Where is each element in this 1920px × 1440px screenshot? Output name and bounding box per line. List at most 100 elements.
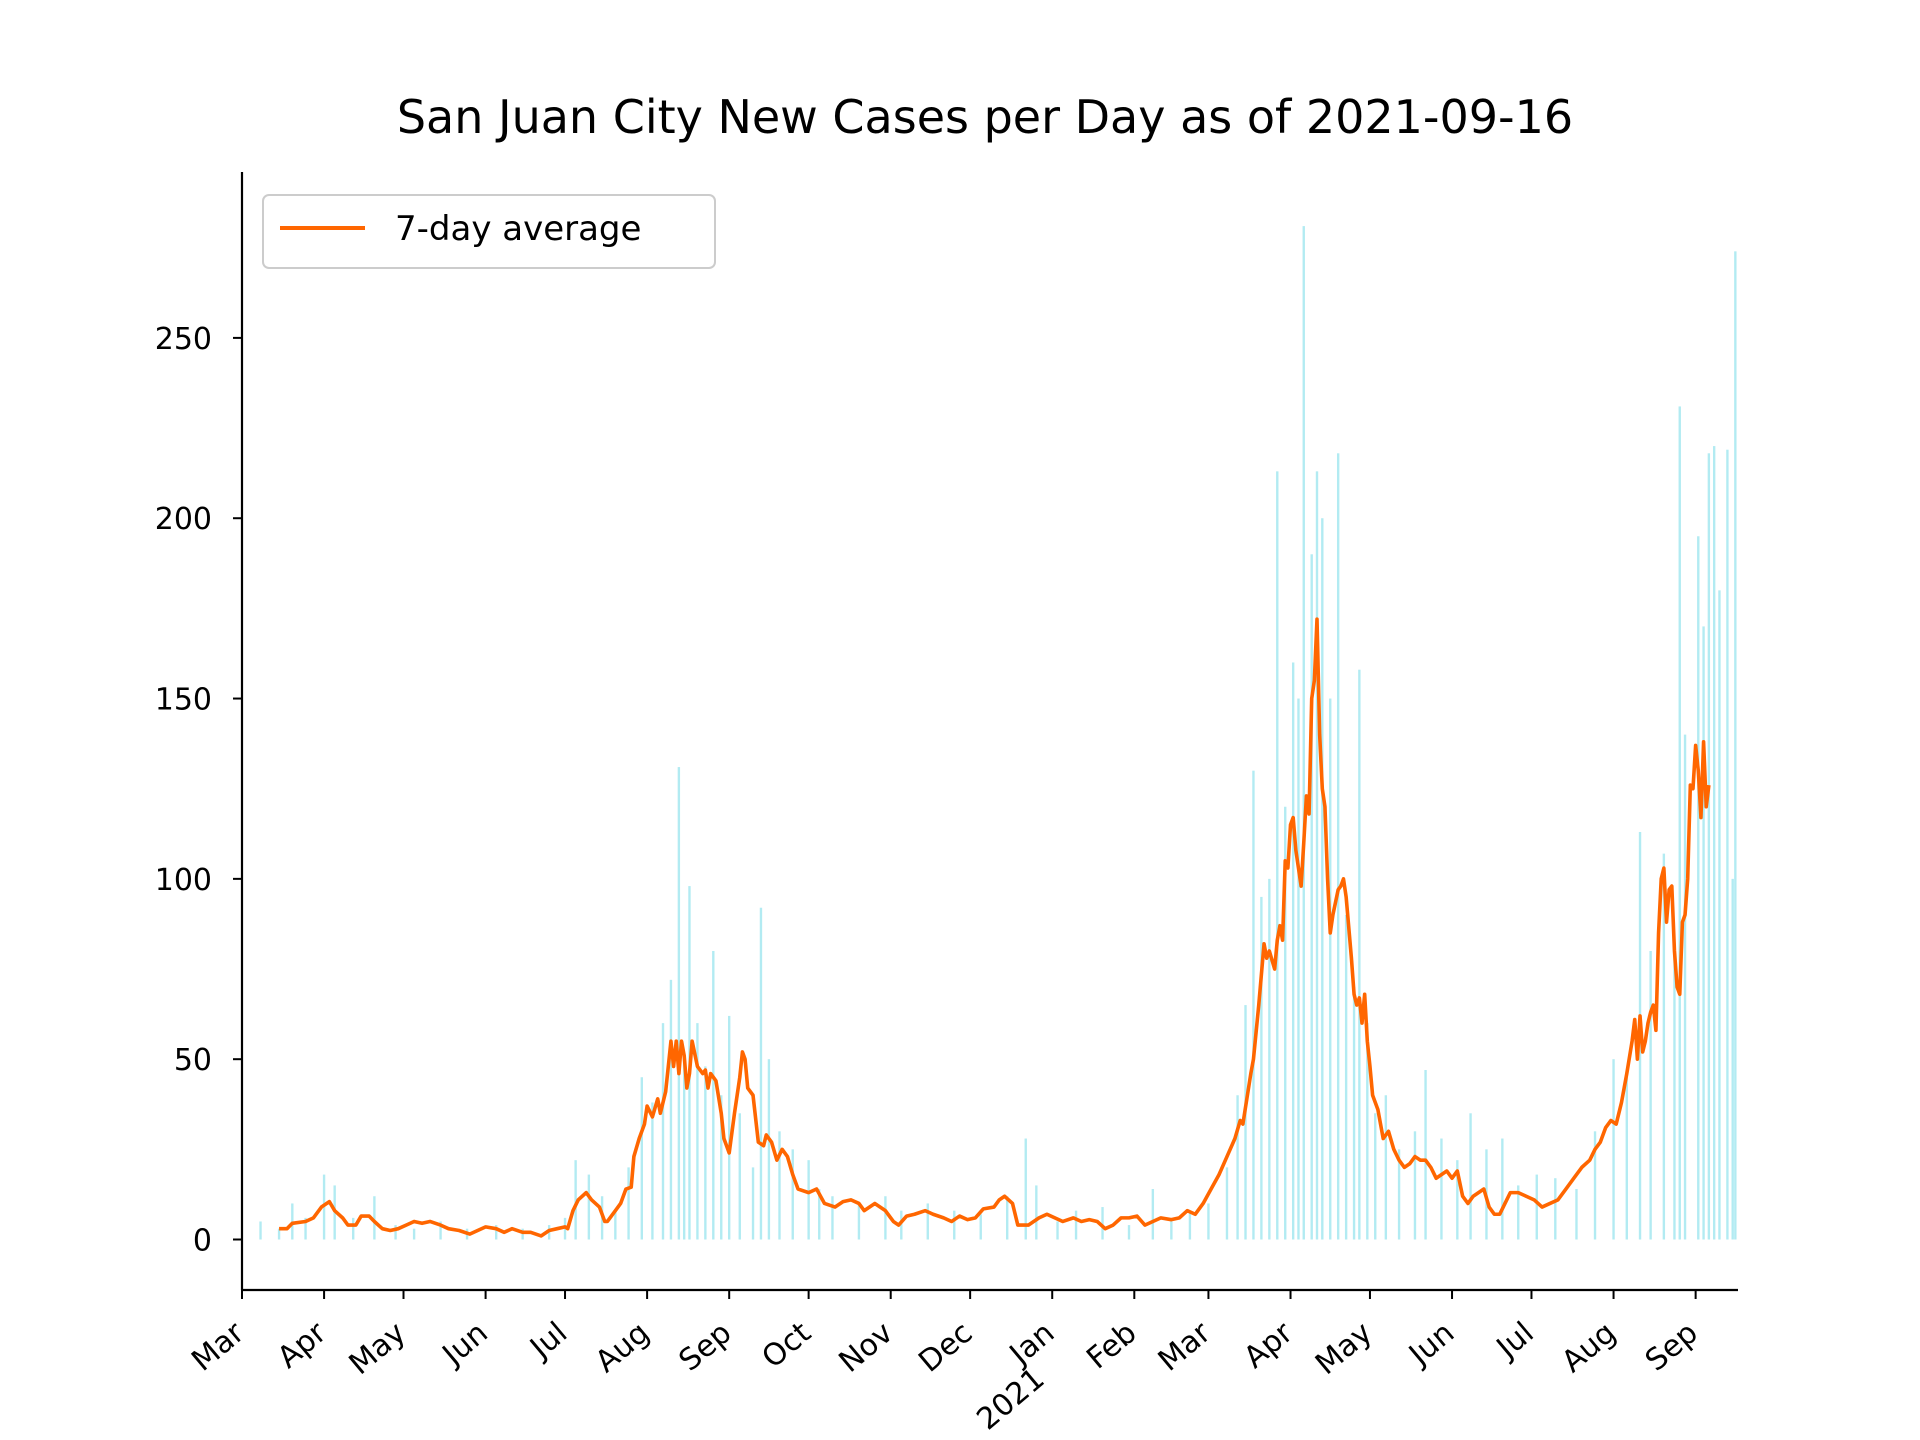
- daily-case-bar: [778, 1131, 781, 1240]
- daily-case-bar: [1336, 453, 1340, 1240]
- daily-case-bar: [857, 1203, 861, 1240]
- x-tick-label: Mar: [1152, 1315, 1218, 1379]
- daily-case-bar: [640, 1077, 643, 1240]
- daily-case-bar: [1384, 1095, 1388, 1240]
- y-tick-label: 200: [155, 502, 212, 537]
- daily-case-bar: [1056, 1221, 1059, 1240]
- daily-case-bar: [1302, 226, 1305, 1240]
- x-tick-label: Jul: [1489, 1315, 1541, 1366]
- daily-case-bar: [751, 1167, 755, 1240]
- daily-case-bar: [900, 1210, 903, 1240]
- daily-case-bar: [1101, 1207, 1104, 1240]
- daily-case-bar: [1649, 950, 1652, 1240]
- x-tick-label: Jul: [522, 1315, 574, 1366]
- daily-case-bar: [1535, 1174, 1538, 1240]
- daily-case-bar: [1284, 806, 1287, 1240]
- daily-case-bar: [1344, 914, 1348, 1240]
- daily-case-bar: [1358, 669, 1361, 1240]
- x-tick-label: Oct: [756, 1315, 818, 1375]
- daily-case-bar: [1712, 446, 1716, 1240]
- x-tick-label: Sep: [1639, 1315, 1705, 1378]
- daily-case-bar: [1276, 471, 1279, 1240]
- x-tick-label: Sep: [673, 1315, 739, 1378]
- daily-case-bar: [884, 1196, 887, 1240]
- x-tick-label: Feb: [1080, 1315, 1143, 1376]
- daily-case-bar: [1074, 1210, 1078, 1240]
- daily-case-bar: [304, 1217, 307, 1240]
- daily-case-bar: [259, 1221, 262, 1240]
- daily-case-bar: [1321, 518, 1324, 1240]
- daily-case-bar: [1268, 878, 1271, 1240]
- daily-case-bar: [373, 1196, 376, 1240]
- daily-case-bar: [1731, 878, 1734, 1240]
- x-tick-label: Aug: [1555, 1315, 1622, 1379]
- x-tick-label: Nov: [832, 1315, 899, 1379]
- x-tick-label: Apr: [271, 1315, 334, 1376]
- y-tick-label: 250: [155, 322, 212, 357]
- daily-case-bar: [677, 767, 681, 1240]
- y-tick-label: 50: [174, 1043, 212, 1078]
- daily-case-bar: [704, 1066, 707, 1240]
- daily-case-bar: [277, 1228, 281, 1240]
- daily-cases-bars: [259, 226, 1737, 1240]
- daily-case-bar: [1673, 950, 1676, 1240]
- daily-case-bar: [1678, 406, 1681, 1240]
- daily-case-bar: [1207, 1203, 1210, 1240]
- daily-case-bar: [1683, 734, 1687, 1240]
- daily-case-bar: [1575, 1189, 1578, 1240]
- daily-case-bar: [1625, 1077, 1628, 1240]
- daily-case-bar: [627, 1167, 630, 1240]
- daily-case-bar: [1252, 770, 1255, 1240]
- daily-case-bar: [979, 1214, 982, 1240]
- legend: 7-day average: [262, 194, 716, 269]
- daily-case-bar: [1697, 536, 1700, 1240]
- daily-case-bar: [1170, 1221, 1173, 1240]
- daily-case-bar: [1188, 1210, 1192, 1240]
- daily-case-bar: [1456, 1160, 1459, 1240]
- daily-case-bar: [1702, 626, 1705, 1240]
- daily-case-bar: [1734, 251, 1737, 1240]
- daily-case-bar: [791, 1149, 794, 1240]
- daily-case-bar: [394, 1225, 397, 1240]
- daily-case-bar: [669, 979, 673, 1240]
- daily-case-bar: [1440, 1138, 1443, 1240]
- daily-case-bar: [439, 1221, 442, 1240]
- daily-case-bar: [587, 1174, 591, 1240]
- daily-case-bar: [807, 1160, 810, 1240]
- daily-case-bar: [720, 1095, 723, 1240]
- daily-case-bar: [1236, 1095, 1239, 1240]
- daily-case-bar: [1413, 1131, 1417, 1240]
- daily-case-bar: [1612, 1059, 1615, 1240]
- y-tick-label: 0: [193, 1224, 212, 1259]
- x-tick-label: May: [343, 1315, 413, 1382]
- daily-case-bar: [682, 1059, 686, 1240]
- x-tick-label: May: [1309, 1315, 1379, 1382]
- daily-case-bar: [712, 950, 715, 1240]
- daily-case-bar: [1374, 1113, 1377, 1240]
- daily-case-bar: [1593, 1131, 1597, 1240]
- daily-case-bar: [1024, 1138, 1027, 1240]
- daily-case-bar: [1707, 453, 1711, 1240]
- daily-case-bar: [1366, 1023, 1369, 1240]
- daily-case-bar: [1291, 662, 1295, 1240]
- daily-case-bar: [1718, 590, 1721, 1240]
- daily-case-bar: [1297, 698, 1300, 1240]
- daily-case-bar: [1260, 896, 1263, 1240]
- daily-case-bar: [1035, 1185, 1038, 1240]
- daily-case-bar: [1517, 1185, 1520, 1240]
- x-tick-label: Jan: [1002, 1315, 1061, 1373]
- daily-case-bar: [574, 1160, 577, 1240]
- x-tick-label: Jun: [1401, 1315, 1461, 1373]
- daily-case-bar: [1424, 1070, 1427, 1240]
- daily-case-bar: [1397, 1149, 1401, 1240]
- y-axis-ticks: 0 50 100 150 200 250: [155, 322, 242, 1259]
- daily-case-bar: [831, 1196, 834, 1240]
- daily-case-bar: [953, 1210, 956, 1240]
- daily-case-bar: [728, 1015, 731, 1240]
- daily-case-bar: [1726, 449, 1729, 1240]
- daily-case-bar: [818, 1189, 821, 1240]
- daily-case-bar: [926, 1203, 929, 1240]
- x-tick-label: Dec: [912, 1315, 979, 1379]
- daily-case-bar: [1225, 1167, 1229, 1240]
- daily-case-bar: [738, 1113, 741, 1240]
